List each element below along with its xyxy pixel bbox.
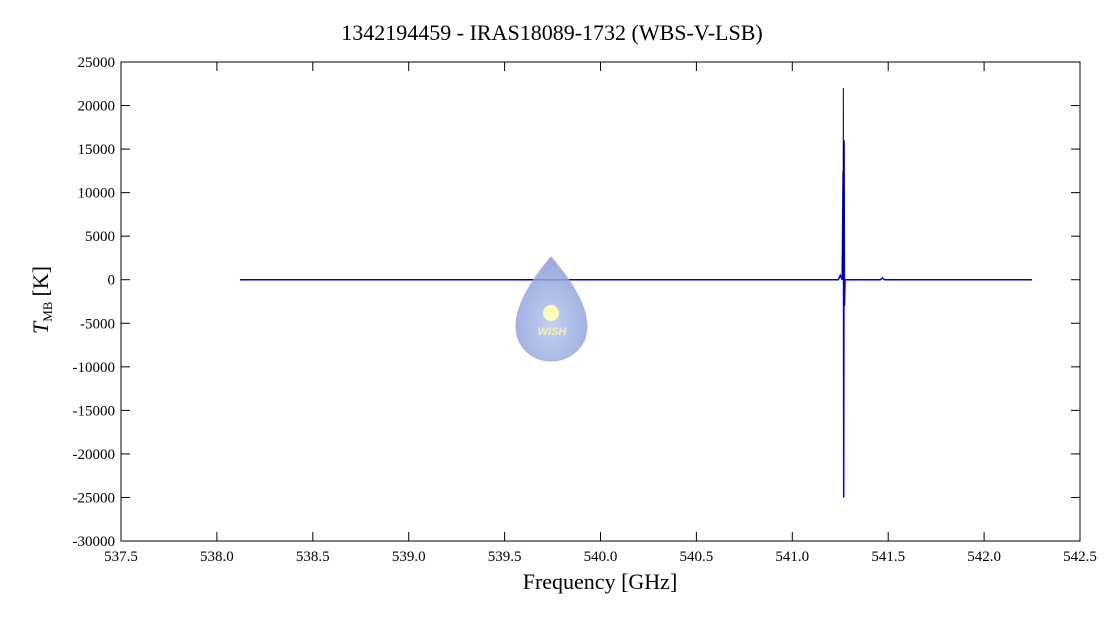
x-tick-label: 539.5 [488, 549, 522, 565]
y-tick-label: 10000 [78, 186, 116, 202]
y-tick-label: -15000 [73, 403, 116, 419]
y-tick-label: -10000 [73, 360, 116, 376]
chart-title: 1342194459 - IRAS18089-1732 (WBS-V-LSB) [341, 20, 762, 45]
x-tick-label: 540.0 [584, 549, 618, 565]
x-tick-label: 541.5 [871, 549, 905, 565]
x-tick-label: 537.5 [104, 549, 138, 565]
x-tick-label: 542.0 [967, 549, 1001, 565]
y-tick-label: 20000 [78, 99, 116, 115]
y-tick-label: -20000 [73, 447, 116, 463]
logo-text: WISH [538, 326, 568, 338]
x-tick-label: 542.5 [1063, 549, 1097, 565]
y-tick-label: 25000 [78, 55, 116, 71]
y-tick-label: 0 [108, 273, 116, 289]
logo-star [543, 305, 559, 321]
x-tick-label: 538.0 [200, 549, 234, 565]
y-tick-label: -5000 [80, 316, 115, 332]
x-tick-label: 538.5 [296, 549, 330, 565]
x-axis-label: Frequency [GHz] [523, 569, 678, 594]
y-label-unit: [K] [28, 266, 53, 297]
y-tick-label: -25000 [73, 490, 116, 506]
x-tick-label: 541.0 [775, 549, 809, 565]
y-tick-label: 5000 [85, 229, 115, 245]
y-tick-label: 15000 [78, 142, 116, 158]
x-tick-label: 539.0 [392, 549, 426, 565]
y-label-subscript: MB [40, 301, 55, 322]
y-tick-label: -30000 [73, 534, 116, 550]
x-tick-label: 540.5 [680, 549, 714, 565]
